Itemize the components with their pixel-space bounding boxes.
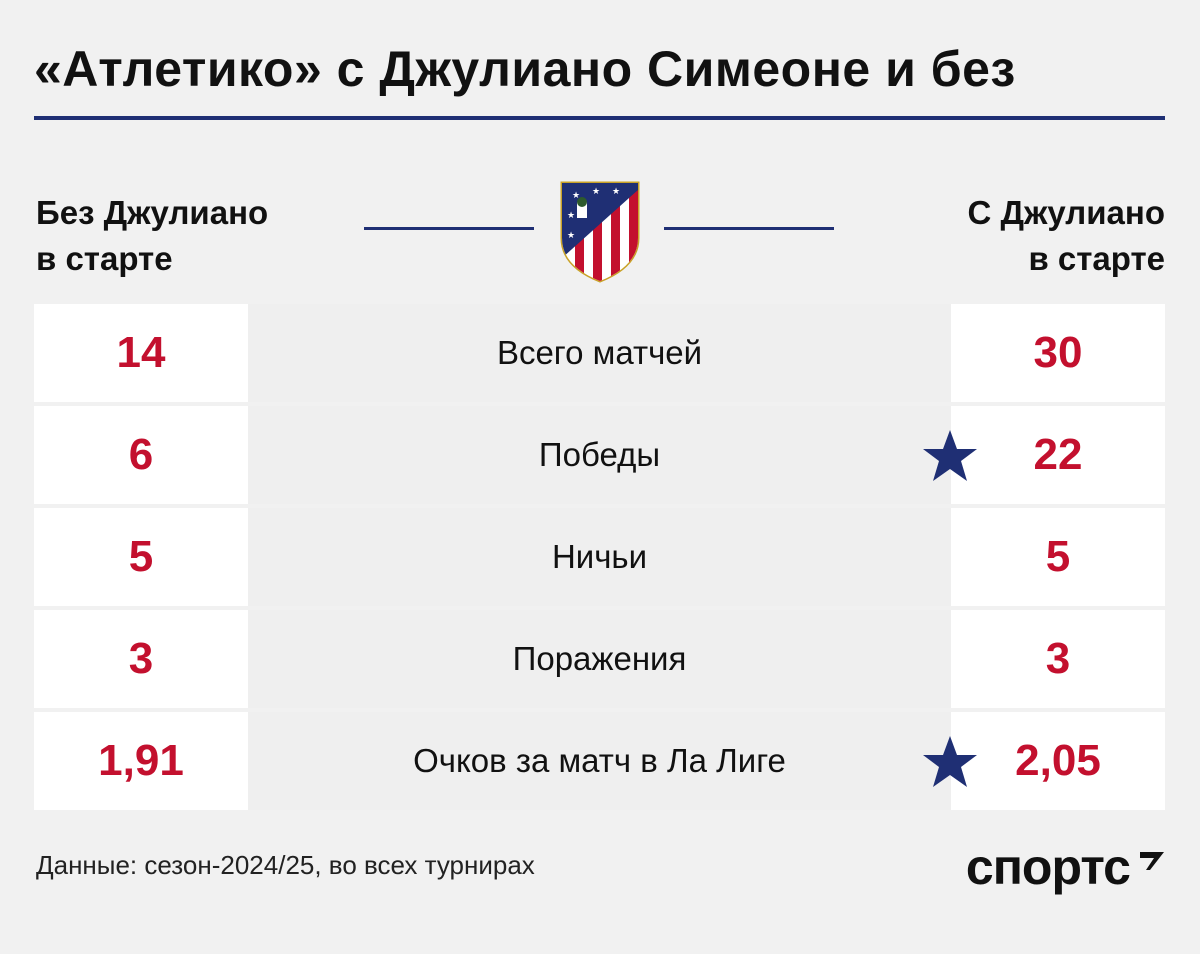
sports-logo: спортс <box>965 839 1131 895</box>
column-header-without-line1: Без Джулиано <box>36 194 269 231</box>
value-with: 22 <box>951 406 1165 504</box>
page-title: «Атлетико» с Джулиано Симеоне и без <box>34 41 1016 97</box>
source-note: Данные: сезон-2024/25, во всех турнирах <box>36 850 535 880</box>
stat-label: Ничьи <box>248 508 951 606</box>
header-divider-left <box>364 227 534 230</box>
stats-table: 14 Всего матчей 30 6 Победы 22 5 Ничьи 5… <box>34 304 1165 814</box>
svg-text:★: ★ <box>572 190 580 200</box>
column-header-without: Без Джулиано в старте <box>36 190 268 282</box>
svg-text:★: ★ <box>612 186 620 196</box>
star-icon <box>923 430 977 481</box>
value-without: 5 <box>34 508 248 606</box>
value-with: 2,05 <box>951 712 1165 810</box>
table-row: 6 Победы 22 <box>34 406 1165 504</box>
value-without: 1,91 <box>34 712 248 810</box>
atletico-crest-icon: ★ ★ ★ ★ ★ <box>560 181 640 283</box>
value-with: 3 <box>951 610 1165 708</box>
logo-tick-icon <box>1140 852 1164 870</box>
table-row: 1,91 Очков за матч в Ла Лиге 2,05 <box>34 712 1165 810</box>
value-without: 14 <box>34 304 248 402</box>
stat-label: Победы <box>248 406 951 504</box>
column-header-without-line2: в старте <box>36 240 173 277</box>
header-divider-right <box>664 227 834 230</box>
value-without: 6 <box>34 406 248 504</box>
column-header-with: С Джулиано в старте <box>967 190 1165 282</box>
svg-text:★: ★ <box>567 230 575 240</box>
value-with: 30 <box>951 304 1165 402</box>
value-with: 5 <box>951 508 1165 606</box>
table-row: 5 Ничьи 5 <box>34 508 1165 606</box>
title-divider <box>34 116 1165 120</box>
star-icon <box>923 736 977 787</box>
table-row: 14 Всего матчей 30 <box>34 304 1165 402</box>
stat-label: Поражения <box>248 610 951 708</box>
svg-text:★: ★ <box>592 186 600 196</box>
stat-label: Всего матчей <box>248 304 951 402</box>
table-row: 3 Поражения 3 <box>34 610 1165 708</box>
column-header-with-line2: в старте <box>1028 240 1165 277</box>
stat-label: Очков за матч в Ла Лиге <box>248 712 951 810</box>
value-without: 3 <box>34 610 248 708</box>
column-header-with-line1: С Джулиано <box>967 194 1165 231</box>
svg-text:★: ★ <box>567 210 575 220</box>
